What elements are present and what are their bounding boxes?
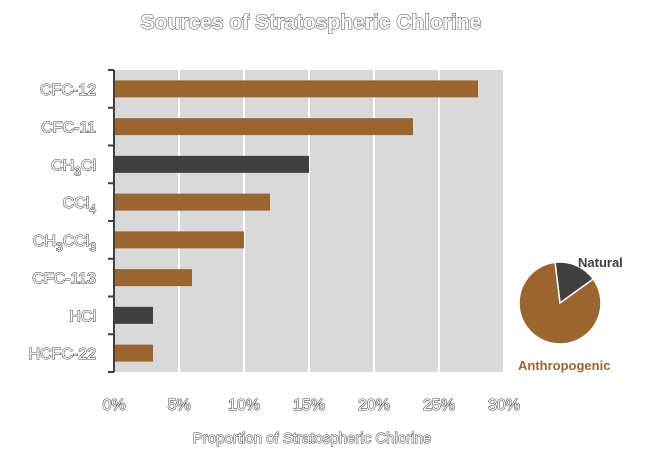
category-label: HCFC-22 [28, 346, 96, 363]
x-tick-label: 15% [293, 397, 325, 414]
pie-label-anthropogenic: Anthropogenic [518, 358, 610, 373]
category-label: CFC-113 [32, 271, 96, 288]
x-tick-label: 0% [102, 397, 125, 414]
bar [115, 269, 192, 287]
bar [115, 231, 244, 249]
category-label: CFC-12 [40, 82, 96, 99]
bar [115, 344, 153, 362]
x-tick-label: 30% [488, 397, 520, 414]
x-tick-label: 5% [167, 397, 190, 414]
x-axis-title: Proportion of Stratospheric Chlorine [193, 430, 431, 447]
pie-chart: Natural Anthropogenic [518, 255, 623, 373]
category-label: CFC-11 [41, 120, 96, 137]
category-label: CH3Cl [51, 157, 96, 178]
bar [115, 155, 309, 173]
chart-title: Sources of Stratospheric Chlorine [141, 11, 482, 34]
x-tick-label: 20% [358, 397, 390, 414]
category-label: HCl [69, 308, 96, 325]
x-tick-label: 10% [228, 397, 260, 414]
category-label: CCl4 [63, 195, 97, 216]
bar [115, 193, 270, 211]
bar [115, 306, 153, 324]
plot-area: 0% 5% 10% 15% 20% 25% 30% CFC-12 CFC-11 CH3Cl CCl4… [28, 69, 521, 415]
bar [115, 80, 478, 98]
bar [115, 118, 413, 136]
category-label: CH3CCl3 [33, 233, 96, 254]
pie-slice [554, 261, 595, 305]
pie-label-natural: Natural [578, 255, 623, 270]
pie-slice [518, 261, 602, 345]
x-tick-label: 25% [423, 397, 455, 414]
